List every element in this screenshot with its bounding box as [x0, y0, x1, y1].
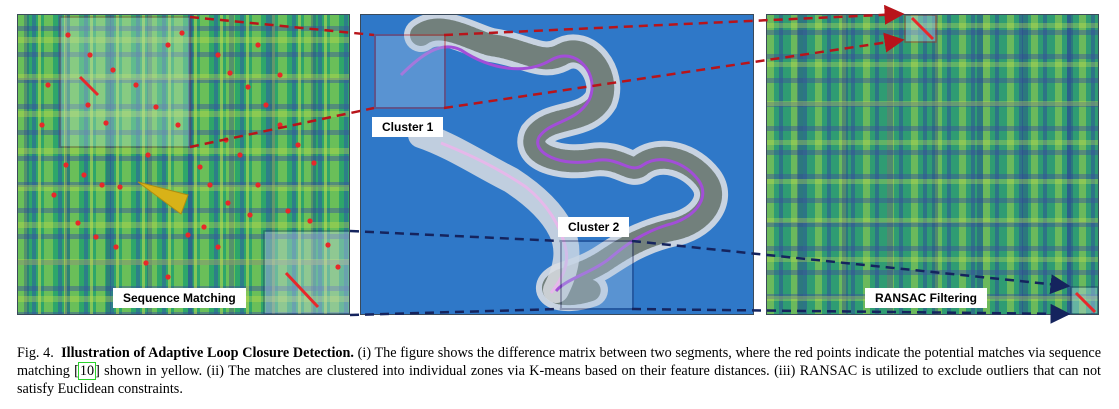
- match-point: [311, 160, 317, 166]
- match-point: [207, 182, 213, 188]
- match-point: [307, 218, 313, 224]
- ransac-filtering-label: RANSAC Filtering: [865, 288, 987, 308]
- match-point: [117, 184, 123, 190]
- match-point: [85, 102, 91, 108]
- filtered-match-1: [910, 16, 935, 41]
- figure-caption: Fig. 4. Illustration of Adaptive Loop Cl…: [17, 344, 1101, 398]
- caption-text-1: (i) The figure shows the difference matr…: [17, 345, 1102, 379]
- match-point: [263, 102, 269, 108]
- filtered-matrix-panel: RANSAC Filtering: [766, 14, 1099, 315]
- match-point: [277, 122, 283, 128]
- match-point: [255, 182, 261, 188]
- match-points: [39, 30, 341, 309]
- match-point: [227, 70, 233, 76]
- match-point: [153, 104, 159, 110]
- match-point: [245, 84, 251, 90]
- cluster-1-label: Cluster 1: [372, 117, 444, 137]
- sequence-pointer-yellow: [137, 181, 189, 215]
- match-point: [39, 122, 45, 128]
- match-point: [87, 52, 93, 58]
- match-point: [110, 67, 116, 73]
- match-point: [99, 182, 105, 188]
- match-point: [247, 212, 253, 218]
- match-point: [197, 164, 203, 170]
- match-point: [63, 162, 69, 168]
- match-point: [325, 242, 331, 248]
- match-streak: [284, 271, 320, 309]
- match-point: [185, 232, 191, 238]
- match-point: [335, 264, 341, 270]
- match-point: [215, 244, 221, 250]
- trajectory-map-panel: Cluster 1 Cluster 2: [360, 14, 754, 315]
- match-point: [81, 172, 87, 178]
- cluster-1-box: [374, 34, 446, 109]
- caption-text-2: ] shown in yellow. (ii) The matches are …: [17, 363, 1101, 397]
- match-point: [103, 120, 109, 126]
- match-point: [93, 234, 99, 240]
- citation-link[interactable]: 10: [77, 362, 97, 380]
- caption-title: Illustration of Adaptive Loop Closure De…: [61, 345, 354, 361]
- aerial-trajectory-image: [361, 15, 753, 314]
- filtered-matrix-image: [767, 15, 1098, 314]
- difference-matrix-image: [18, 15, 349, 314]
- match-point: [165, 274, 171, 280]
- cluster-2-box: [560, 240, 634, 310]
- zoom-region-2: [263, 230, 349, 314]
- difference-matrix-panel: Sequence Matching: [17, 14, 350, 315]
- match-point: [113, 244, 119, 250]
- match-point: [165, 42, 171, 48]
- match-point: [255, 42, 261, 48]
- zoom-region-1: [59, 16, 191, 148]
- match-point: [45, 82, 51, 88]
- match-point: [277, 72, 283, 78]
- match-point: [215, 52, 221, 58]
- match-point: [179, 30, 185, 36]
- match-point: [285, 208, 291, 214]
- filtered-match-2: [1074, 291, 1097, 314]
- match-point: [75, 220, 81, 226]
- match-point: [295, 142, 301, 148]
- match-point: [133, 82, 139, 88]
- match-point: [225, 200, 231, 206]
- cluster-2-label: Cluster 2: [558, 217, 630, 237]
- match-point: [51, 192, 57, 198]
- match-point: [201, 224, 207, 230]
- figure-label: Fig. 4.: [17, 345, 54, 361]
- match-point: [143, 260, 149, 266]
- match-point: [237, 152, 243, 158]
- match-point: [223, 137, 229, 143]
- match-point: [175, 122, 181, 128]
- sequence-matching-label: Sequence Matching: [113, 288, 246, 308]
- match-point: [65, 32, 71, 38]
- match-streak: [78, 75, 100, 97]
- match-point: [145, 152, 151, 158]
